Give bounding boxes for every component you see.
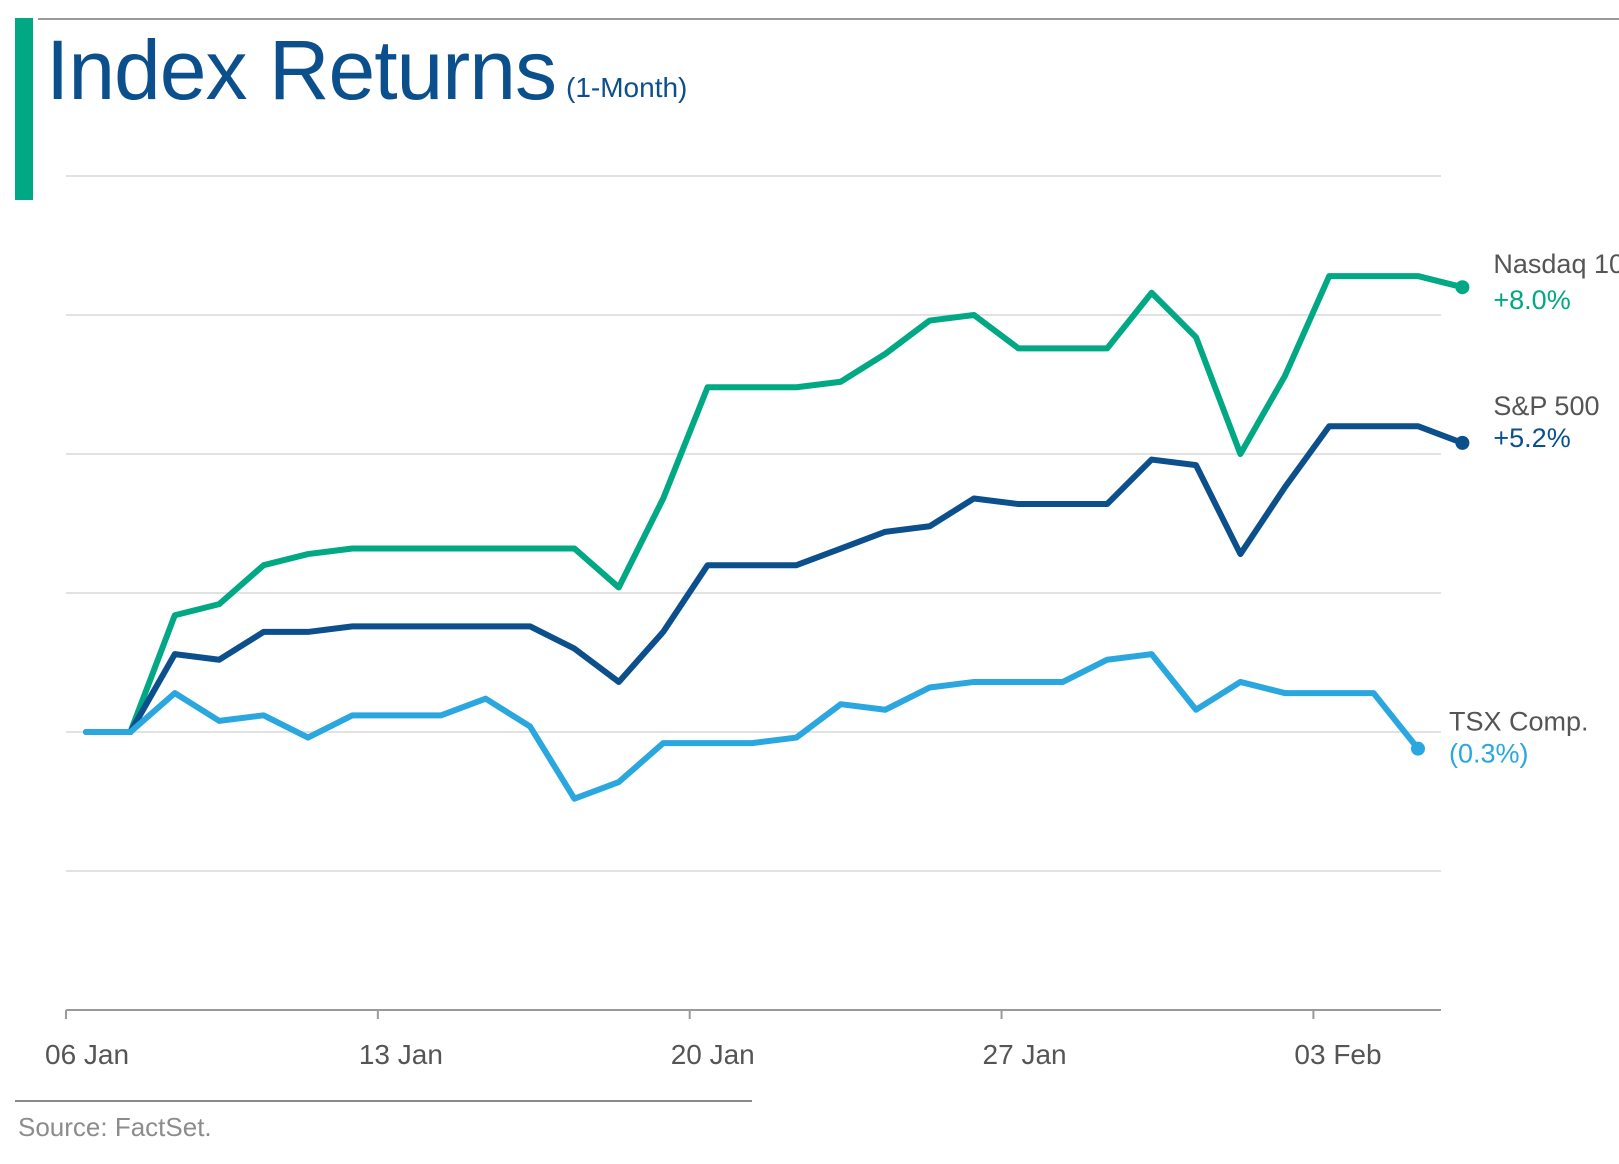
- title-accent-bar: [15, 18, 33, 200]
- series-value-label: +5.2%: [1493, 423, 1570, 453]
- series-end-marker: [1455, 435, 1470, 450]
- x-tick-label: 03 Feb: [1294, 1039, 1381, 1070]
- chart-subtitle: (1-Month): [566, 72, 688, 103]
- x-tick-label: 06 Jan: [45, 1039, 129, 1070]
- series-line: [83, 423, 1466, 735]
- series-line: [83, 273, 1466, 735]
- series-end-marker: [1411, 741, 1425, 756]
- series-lines: [83, 273, 1470, 802]
- top-rule: [38, 18, 1619, 20]
- series-end-labels: Nasdaq 100 +8.0% S&P 500+5.2% TSX Comp.(0.3…: [1449, 249, 1619, 768]
- series-name-label: TSX Comp.: [1449, 707, 1589, 737]
- chart-title: Index Returns: [46, 23, 557, 117]
- x-tick-label: 13 Jan: [359, 1039, 443, 1070]
- series-value-label: (0.3%): [1449, 739, 1529, 769]
- x-tick-label: 27 Jan: [983, 1039, 1067, 1070]
- series-name-label: S&P 500: [1493, 391, 1599, 421]
- source-note: Source: FactSet.: [18, 1112, 212, 1142]
- series-value-label: +8.0%: [1493, 285, 1570, 315]
- series-line: [83, 651, 1421, 802]
- series-end-marker: [1455, 280, 1470, 295]
- source-rule: [15, 1100, 752, 1102]
- gridlines: [66, 175, 1441, 1011]
- x-tick-label: 20 Jan: [671, 1039, 755, 1070]
- series-name-label: Nasdaq 100: [1493, 249, 1619, 279]
- x-axis: 06 Jan 13 Jan 20 Jan 27 Jan 03 Feb: [45, 1010, 1382, 1070]
